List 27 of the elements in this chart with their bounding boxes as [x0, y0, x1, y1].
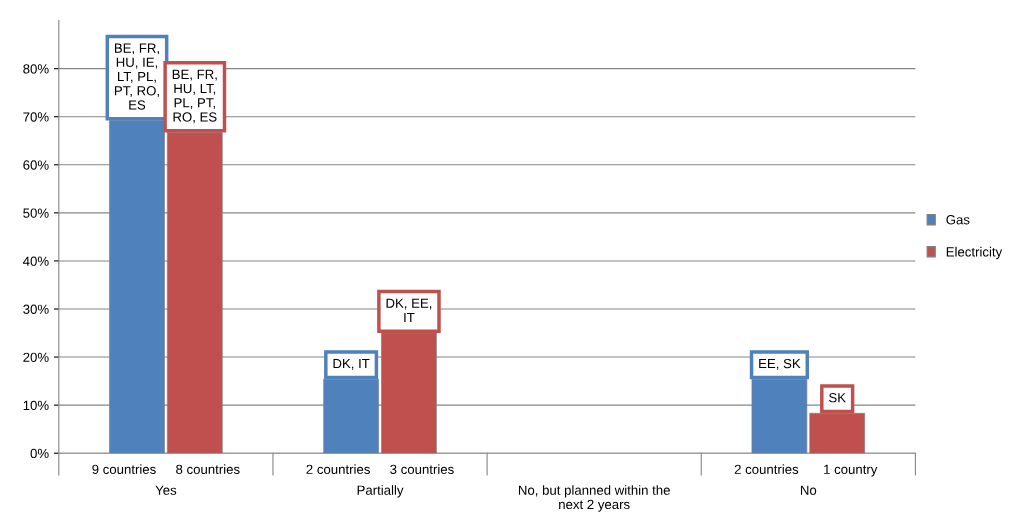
x-tick-label: Partially	[357, 485, 404, 498]
x-tick-label: No, but planned within the next 2 years	[518, 485, 670, 512]
annotation: DK, EE, IT	[386, 298, 432, 322]
annotation: EE, SK	[759, 358, 801, 370]
y-tick-label: 10%	[23, 400, 49, 411]
annotation: 3 countries	[390, 464, 454, 474]
annotation: 2 countries	[734, 464, 799, 474]
annotation: BE, FR, HU, LT, PL, PT, RO, ES	[172, 69, 217, 124]
y-tick-label: 0%	[30, 448, 49, 459]
x-tick-label: Yes	[155, 485, 177, 495]
y-tick-label: 20%	[23, 352, 49, 362]
legend-label: Electricity	[946, 246, 1003, 260]
annotation: SK	[829, 393, 846, 403]
annotation: 2 countries	[306, 464, 370, 474]
x-tick-label: No	[800, 485, 817, 495]
y-tick-label: 40%	[23, 256, 49, 266]
y-tick-label: 80%	[23, 64, 49, 74]
y-tick-label: 70%	[23, 112, 49, 122]
annotation: 8 countries	[176, 464, 240, 474]
annotation: BE, FR, HU, IE, LT, PL, PT, RO, ES	[114, 43, 159, 110]
y-tick-label: 60%	[23, 160, 49, 170]
annotation: DK, IT	[333, 359, 370, 370]
legend-label: Gas	[946, 215, 970, 225]
y-tick-label: 50%	[23, 208, 49, 218]
annotation: 9 countries	[92, 464, 156, 474]
y-tick-label: 30%	[23, 304, 49, 314]
annotation: 1 country	[824, 464, 878, 477]
